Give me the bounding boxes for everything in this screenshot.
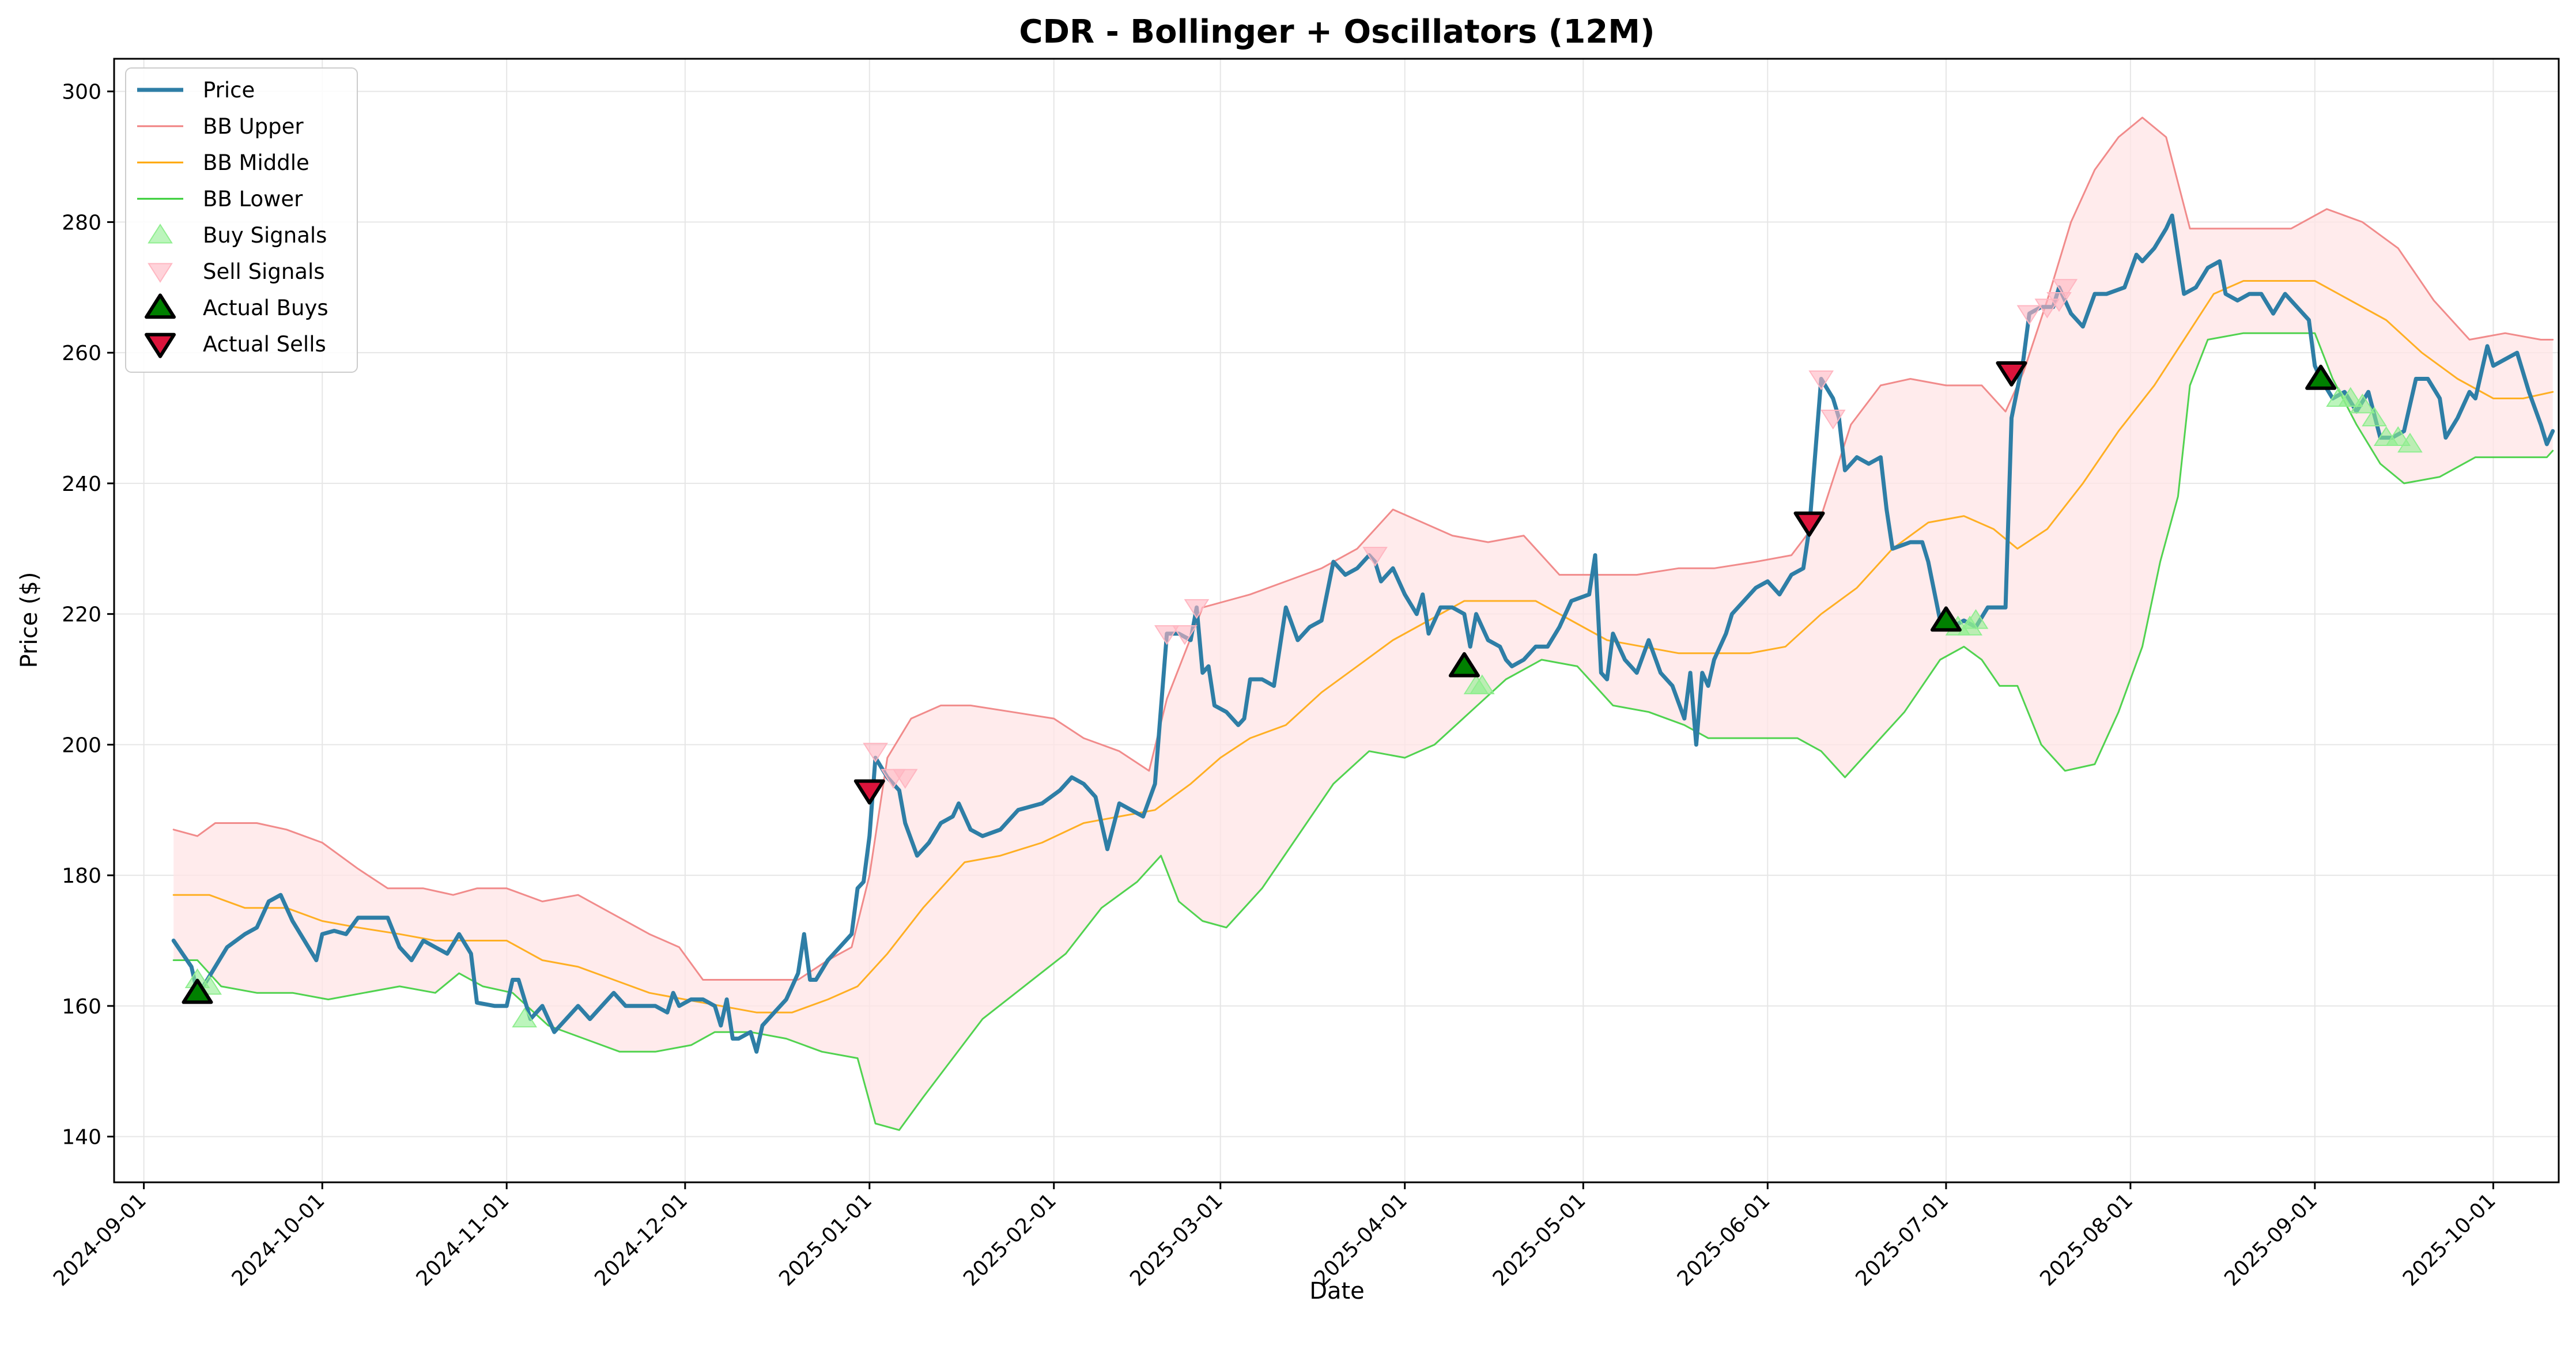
buy-signal-marker xyxy=(512,1007,537,1028)
buy-signal-marker xyxy=(1963,609,1989,629)
legend-swatch-4 xyxy=(148,224,173,244)
sell-signal-marker xyxy=(1172,625,1198,645)
bollinger-band-fill xyxy=(173,118,2553,1130)
sell-signal-marker xyxy=(1362,547,1388,567)
legend-label: BB Middle xyxy=(203,150,309,175)
sell-signal-marker xyxy=(863,743,888,763)
legend-swatch-7 xyxy=(145,332,176,358)
bb-middle-line xyxy=(172,280,2554,1013)
legend-label: Price xyxy=(203,78,255,103)
legend-box xyxy=(125,67,358,373)
legend-label: BB Lower xyxy=(203,187,303,211)
sell-signal-marker xyxy=(1808,370,1834,391)
x-axis-label: Date xyxy=(1309,1278,1365,1304)
sell-signal-marker xyxy=(2052,279,2078,299)
legend-label: BB Upper xyxy=(203,114,304,139)
sell-signal-marker xyxy=(1820,410,1846,430)
actual-buy-marker xyxy=(182,978,213,1004)
y-tick-label: 140 xyxy=(62,1126,101,1149)
actual-sell-marker xyxy=(1996,361,2027,387)
buy-signal-marker xyxy=(2350,394,2375,414)
y-tick-label: 240 xyxy=(62,472,101,496)
y-tick-label: 200 xyxy=(62,733,101,757)
sell-signal-marker xyxy=(2016,305,2042,326)
sell-signal-marker xyxy=(1184,599,1210,619)
sell-signal-marker xyxy=(892,769,918,789)
actual-sell-marker xyxy=(853,779,885,805)
buy-signal-marker xyxy=(2362,406,2387,427)
actual-buy-marker xyxy=(1448,652,1480,678)
sell-signal-marker xyxy=(1154,625,1180,645)
plot-frame xyxy=(113,58,2560,1183)
actual-buy-marker xyxy=(1930,606,1962,632)
legend-label: Buy Signals xyxy=(203,223,327,248)
buy-signal-marker xyxy=(2337,387,2363,407)
y-tick-label: 180 xyxy=(62,864,101,888)
legend-swatch-6 xyxy=(145,293,176,319)
chart-title: CDR - Bollinger + Oscillators (12M) xyxy=(1019,13,1655,51)
sell-signal-marker xyxy=(2034,298,2060,319)
legend-label: Actual Buys xyxy=(203,296,328,320)
legend: Price BB Upper BB Middle BB Lower Buy Signal… xyxy=(125,67,358,373)
bb-lower-line xyxy=(172,332,2554,1131)
y-tick-label: 300 xyxy=(62,81,101,104)
legend-label: Actual Sells xyxy=(203,332,326,357)
actual-buy-marker xyxy=(2305,364,2337,390)
price-line xyxy=(171,213,2555,1054)
y-tick-label: 280 xyxy=(62,211,101,235)
buy-signal-marker xyxy=(1470,674,1495,694)
legend-swatch-5 xyxy=(148,263,173,283)
y-tick-label: 220 xyxy=(62,603,101,627)
bb-upper-line xyxy=(172,116,2554,981)
y-axis-label: Price ($) xyxy=(16,572,43,668)
actual-sell-marker xyxy=(1793,511,1825,537)
legend-label: Sell Signals xyxy=(203,259,325,284)
y-tick-label: 260 xyxy=(62,342,101,365)
buy-signal-marker xyxy=(2397,433,2423,453)
buy-signal-marker xyxy=(2385,426,2411,447)
y-tick-label: 160 xyxy=(62,995,101,1019)
